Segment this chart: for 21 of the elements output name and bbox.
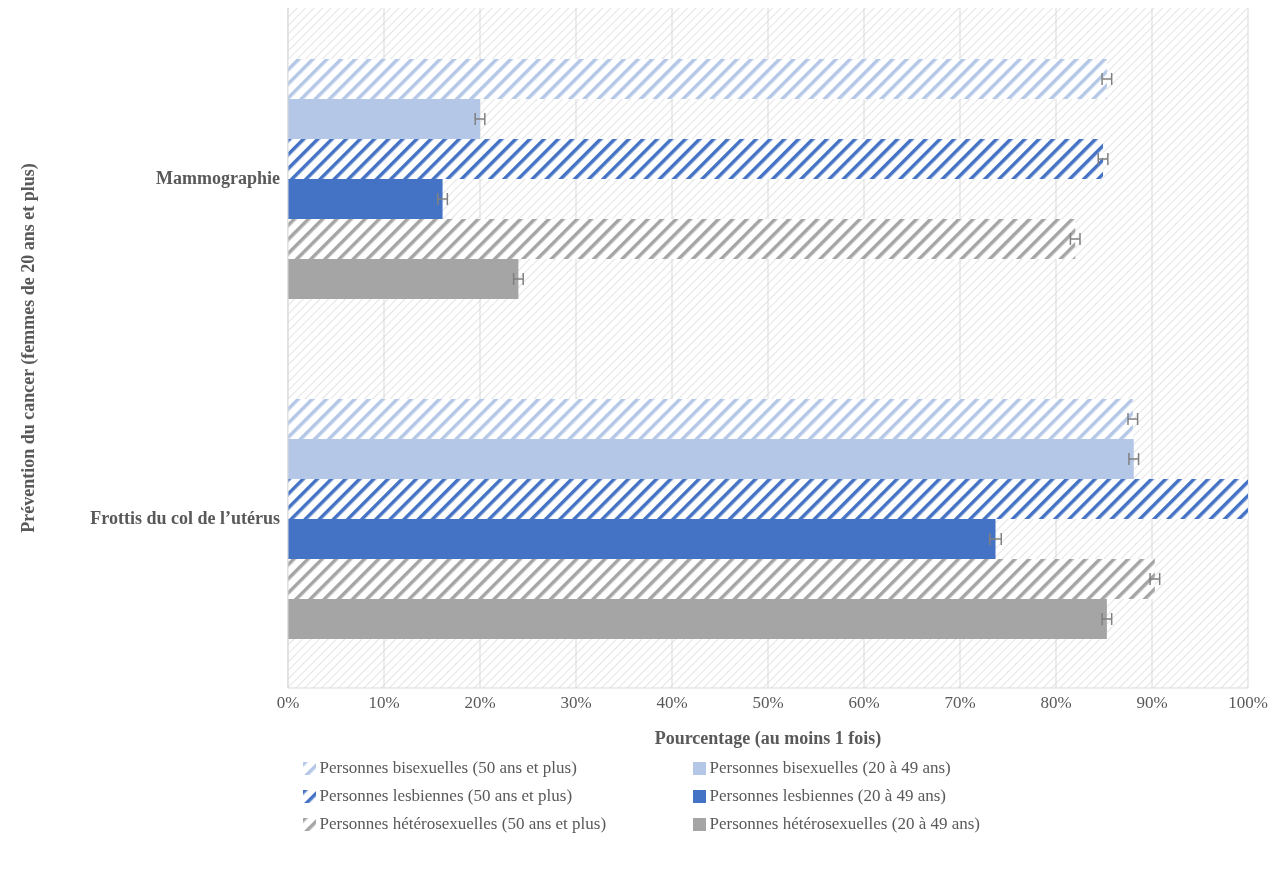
legend-label: Personnes hétérosexuelles (20 à 49 ans) [709,814,981,834]
x-tick-label: 90% [1136,693,1168,713]
x-tick-label: 10% [368,693,400,713]
x-tick-label: 0% [276,693,300,713]
x-tick-label: 70% [944,693,976,713]
legend-label: Personnes lesbiennes (50 ans et plus) [319,786,573,806]
x-tick-label: 50% [752,693,784,713]
legend-label: Personnes hétérosexuelles (50 ans et plus) [319,814,607,834]
x-axis-title: Pourcentage (au moins 1 fois) [654,728,882,749]
x-tick-label: 80% [1040,693,1072,713]
legend-label: Personnes bisexuelles (20 à 49 ans) [709,758,951,778]
y-tick-label: Mammographie [156,168,280,189]
x-tick-label: 100% [1228,693,1268,713]
x-tick-label: 60% [848,693,880,713]
legend-label: Personnes lesbiennes (20 à 49 ans) [709,786,947,806]
legend-label: Personnes bisexuelles (50 ans et plus) [319,758,577,778]
y-tick-label: Frottis du col de l’utérus [90,508,280,529]
x-tick-label: 20% [464,693,496,713]
x-tick-label: 40% [656,693,688,713]
x-tick-label: 30% [560,693,592,713]
y-axis-title: Prévention du cancer (femmes de 20 ans et plus) [18,163,40,533]
